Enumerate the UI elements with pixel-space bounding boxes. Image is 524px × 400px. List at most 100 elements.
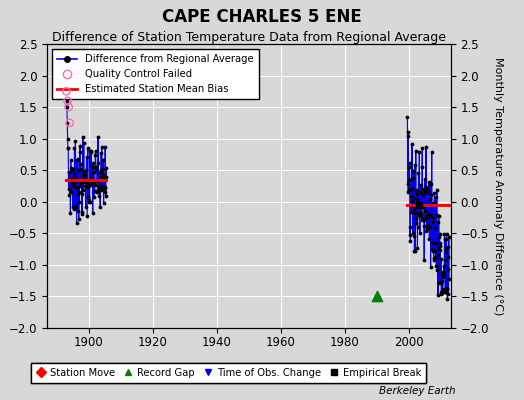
Point bbox=[87, 148, 95, 154]
Point bbox=[425, 224, 434, 230]
Point bbox=[88, 170, 96, 177]
Point bbox=[83, 184, 91, 190]
Point bbox=[408, 202, 417, 209]
Point bbox=[428, 240, 436, 246]
Point bbox=[434, 245, 442, 251]
Point bbox=[86, 148, 94, 154]
Point bbox=[434, 292, 442, 298]
Point bbox=[81, 172, 89, 178]
Point bbox=[67, 165, 75, 172]
Point bbox=[99, 156, 107, 163]
Point bbox=[406, 160, 414, 166]
Point bbox=[428, 219, 436, 225]
Point bbox=[409, 230, 417, 236]
Legend: Station Move, Record Gap, Time of Obs. Change, Empirical Break: Station Move, Record Gap, Time of Obs. C… bbox=[31, 363, 427, 383]
Point bbox=[444, 254, 452, 260]
Point bbox=[98, 185, 106, 192]
Point bbox=[80, 174, 89, 181]
Point bbox=[96, 169, 104, 176]
Point bbox=[97, 174, 106, 180]
Point bbox=[75, 199, 84, 206]
Point bbox=[75, 149, 84, 155]
Point bbox=[429, 200, 438, 206]
Point bbox=[99, 171, 107, 177]
Point bbox=[84, 144, 92, 151]
Point bbox=[405, 129, 413, 136]
Point bbox=[422, 144, 430, 150]
Point bbox=[62, 88, 71, 94]
Point bbox=[431, 240, 439, 246]
Point bbox=[417, 189, 425, 195]
Point bbox=[432, 240, 440, 246]
Point bbox=[416, 230, 424, 236]
Point bbox=[83, 178, 92, 185]
Point bbox=[72, 204, 80, 210]
Point bbox=[102, 192, 110, 199]
Point bbox=[97, 150, 105, 156]
Point bbox=[74, 216, 83, 222]
Point bbox=[81, 204, 90, 210]
Point bbox=[440, 263, 448, 269]
Point bbox=[417, 182, 425, 188]
Point bbox=[414, 170, 423, 176]
Point bbox=[425, 181, 434, 188]
Point bbox=[430, 200, 439, 207]
Point bbox=[430, 257, 438, 264]
Point bbox=[70, 205, 78, 212]
Point bbox=[434, 252, 443, 258]
Point bbox=[82, 178, 91, 185]
Point bbox=[74, 166, 83, 173]
Point bbox=[429, 215, 437, 222]
Point bbox=[404, 132, 412, 139]
Point bbox=[444, 234, 453, 240]
Point bbox=[64, 185, 73, 192]
Point bbox=[78, 191, 86, 197]
Point bbox=[73, 184, 81, 191]
Point bbox=[443, 284, 451, 291]
Point bbox=[408, 184, 417, 191]
Point bbox=[84, 199, 93, 206]
Point bbox=[407, 209, 415, 215]
Point bbox=[422, 184, 430, 190]
Point bbox=[412, 215, 421, 221]
Point bbox=[410, 206, 418, 212]
Point bbox=[420, 223, 429, 230]
Point bbox=[418, 163, 426, 170]
Point bbox=[439, 268, 447, 275]
Point bbox=[78, 211, 86, 217]
Point bbox=[411, 148, 420, 154]
Point bbox=[84, 193, 93, 200]
Point bbox=[433, 187, 441, 193]
Point bbox=[101, 185, 109, 191]
Point bbox=[66, 176, 74, 183]
Point bbox=[422, 228, 431, 234]
Point bbox=[410, 248, 419, 255]
Point bbox=[415, 212, 423, 219]
Point bbox=[433, 218, 442, 225]
Point bbox=[71, 174, 79, 180]
Point bbox=[403, 113, 411, 120]
Point bbox=[416, 202, 424, 208]
Point bbox=[405, 177, 413, 184]
Point bbox=[414, 211, 422, 217]
Point bbox=[421, 212, 430, 219]
Point bbox=[442, 289, 450, 295]
Point bbox=[410, 195, 418, 201]
Point bbox=[66, 210, 74, 216]
Point bbox=[444, 244, 452, 250]
Point bbox=[102, 174, 111, 180]
Point bbox=[64, 104, 73, 110]
Point bbox=[420, 216, 428, 222]
Point bbox=[418, 217, 426, 223]
Point bbox=[435, 280, 443, 286]
Point bbox=[92, 166, 101, 172]
Point bbox=[419, 186, 427, 192]
Point bbox=[433, 266, 442, 273]
Point bbox=[96, 167, 105, 174]
Point bbox=[420, 256, 428, 263]
Point bbox=[428, 246, 436, 252]
Point bbox=[441, 236, 449, 242]
Point bbox=[89, 210, 97, 216]
Point bbox=[91, 148, 100, 154]
Point bbox=[102, 164, 110, 171]
